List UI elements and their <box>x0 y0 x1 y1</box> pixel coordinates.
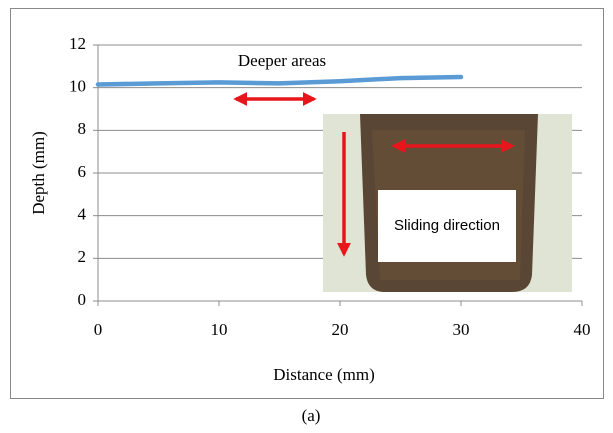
x-tick-label: 30 <box>453 320 470 339</box>
y-tick-label: 6 <box>78 162 87 181</box>
x-tick-label: 40 <box>574 320 591 339</box>
y-axis-label: Depth (mm) <box>29 131 48 215</box>
y-tick-label: 12 <box>69 34 86 53</box>
y-tick-label: 2 <box>78 247 87 266</box>
y-tick-label: 4 <box>78 205 87 224</box>
annotation-box: Sliding direction <box>378 190 516 262</box>
x-axis-label: Distance (mm) <box>273 365 375 384</box>
caption: (a) <box>302 406 321 425</box>
annotation: Deeper areas <box>238 51 326 70</box>
y-tick-label: 8 <box>78 119 87 138</box>
plot <box>95 74 464 87</box>
chart-frame <box>10 8 604 399</box>
y-tick-label: 10 <box>69 77 86 96</box>
y-tick-label: 0 <box>78 290 87 309</box>
x-tick-label: 20 <box>332 320 349 339</box>
data-line <box>95 74 464 87</box>
x-tick-label: 0 <box>94 320 103 339</box>
x-tick-label: 10 <box>211 320 228 339</box>
